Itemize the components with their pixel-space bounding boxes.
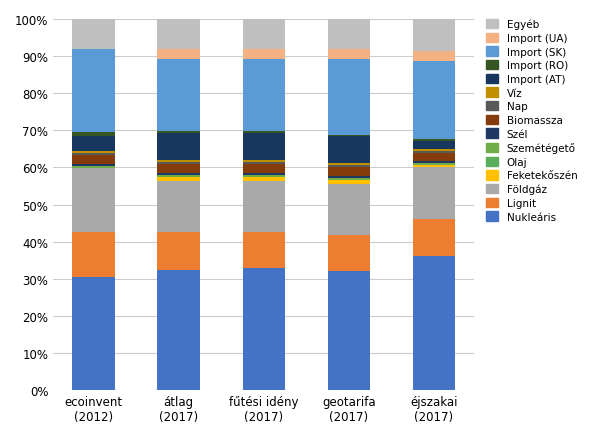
Bar [73, 169, 115, 232]
Bar [158, 177, 200, 181]
Bar [328, 177, 370, 179]
Bar [328, 137, 370, 163]
Bar [413, 52, 455, 62]
Bar [243, 176, 285, 177]
Bar [328, 166, 370, 167]
Bar [328, 235, 370, 271]
Bar [73, 232, 115, 277]
Legend: Egyéb, Import (UA), Import (SK), Import (RO), Import (AT), Víz, Nap, Biomassza, : Egyéb, Import (UA), Import (SK), Import … [484, 18, 580, 224]
Bar [413, 141, 455, 149]
Bar [158, 174, 200, 176]
Bar [243, 20, 285, 50]
Bar [413, 219, 455, 257]
Bar [73, 277, 115, 390]
Bar [73, 137, 115, 152]
Bar [73, 50, 115, 133]
Bar [243, 162, 285, 164]
Bar [243, 269, 285, 390]
Bar [158, 271, 200, 390]
Bar [413, 165, 455, 167]
Bar [413, 152, 455, 153]
Bar [243, 50, 285, 60]
Bar [328, 271, 370, 390]
Bar [158, 50, 200, 60]
Bar [243, 60, 285, 132]
Bar [328, 135, 370, 137]
Bar [243, 132, 285, 134]
Bar [328, 167, 370, 177]
Bar [73, 133, 115, 137]
Bar [158, 233, 200, 271]
Bar [73, 165, 115, 166]
Bar [328, 163, 370, 166]
Bar [158, 176, 200, 177]
Bar [73, 152, 115, 153]
Bar [413, 161, 455, 163]
Bar [413, 62, 455, 139]
Bar [73, 153, 115, 155]
Bar [158, 20, 200, 50]
Bar [243, 134, 285, 160]
Bar [158, 181, 200, 233]
Bar [328, 60, 370, 135]
Bar [328, 50, 370, 60]
Bar [413, 153, 455, 161]
Bar [158, 132, 200, 134]
Bar [73, 20, 115, 50]
Bar [243, 177, 285, 181]
Bar [413, 257, 455, 390]
Bar [73, 166, 115, 169]
Bar [73, 155, 115, 165]
Bar [328, 180, 370, 184]
Bar [413, 20, 455, 52]
Bar [158, 164, 200, 174]
Bar [243, 181, 285, 233]
Bar [413, 163, 455, 165]
Bar [413, 139, 455, 141]
Bar [413, 149, 455, 152]
Bar [328, 179, 370, 180]
Bar [158, 60, 200, 132]
Bar [158, 162, 200, 164]
Bar [328, 184, 370, 235]
Bar [243, 164, 285, 174]
Bar [413, 167, 455, 219]
Bar [158, 134, 200, 160]
Bar [243, 174, 285, 176]
Bar [328, 20, 370, 50]
Bar [158, 160, 200, 162]
Bar [243, 160, 285, 162]
Bar [243, 233, 285, 269]
